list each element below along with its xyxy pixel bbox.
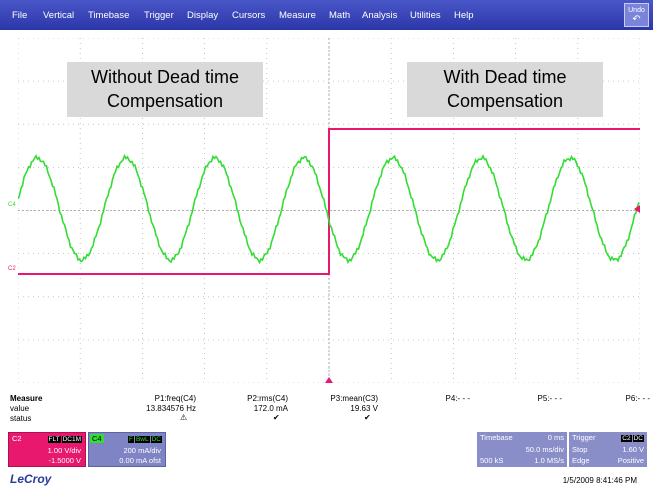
check-icon: ✔ (273, 413, 280, 422)
timebase-panel[interactable]: Timebase 0 ms 50.0 ms/div 500 kS 1.0 MS/… (477, 432, 567, 467)
trigger-level-marker (634, 205, 640, 213)
menu-bar: File Vertical Timebase Trigger Display C… (0, 0, 653, 30)
measure-table: Measure value status P1:freq(C4) 13.8345… (10, 394, 650, 430)
param-p1-value: 13.834576 Hz (146, 404, 196, 413)
trigger-tag-coupling: DC (632, 435, 644, 442)
undo-arrow-icon: ↶ (632, 14, 641, 25)
trigger-tag-source: C2 (621, 435, 632, 442)
param-p3-name[interactable]: P3:mean(C3) (330, 394, 378, 403)
menu-help[interactable]: Help (454, 10, 474, 21)
trigger-label: Trigger (572, 433, 596, 442)
datetime-stamp: 1/5/2009 8:41:46 PM (562, 476, 637, 485)
c4-offset: 0.00 mA ofst (119, 456, 161, 465)
menu-cursors[interactable]: Cursors (232, 10, 266, 21)
c2-vdiv: 1.00 V/div (47, 446, 81, 455)
c4-adiv: 200 mA/div (123, 446, 161, 455)
undo-button[interactable]: Undo ↶ (624, 3, 649, 27)
annotation-with-compensation: With Dead time Compensation (407, 62, 603, 117)
menu-trigger[interactable]: Trigger (144, 10, 174, 21)
trigger-type: Edge (572, 456, 590, 465)
timebase-delay: 0 ms (547, 433, 564, 442)
trigger-position-marker (325, 377, 333, 383)
param-p4-name[interactable]: P4:- - - (445, 394, 470, 403)
menu-timebase[interactable]: Timebase (88, 10, 130, 21)
trigger-level: 1.60 V (622, 445, 644, 454)
param-p1-name[interactable]: P1:freq(C4) (154, 394, 196, 403)
c2-badge-tags: FLT DC1M (47, 434, 82, 443)
measure-heading: Measure (10, 394, 43, 403)
timebase-label: Timebase (480, 433, 513, 442)
c2-tag-flt: FLT (47, 436, 61, 443)
menu-file[interactable]: File (12, 10, 28, 21)
c4-tag-f: F (127, 436, 134, 443)
c4-badge-tags: F BwL DC (127, 434, 162, 443)
c2-ground-marker[interactable]: C2 (8, 266, 16, 272)
trigger-mode: Stop (572, 445, 588, 454)
timebase-rate: 50.0 ms/div (525, 445, 564, 454)
c2-offset: -1.5000 V (48, 456, 81, 465)
measure-status-label: status (10, 414, 32, 423)
c4-tag-bwl: BwL (134, 436, 150, 443)
trigger-tags: C2 DC (621, 433, 644, 442)
c4-tag-dc: DC (150, 436, 162, 443)
menu-display[interactable]: Display (187, 10, 219, 21)
annotation-without-compensation: Without Dead time Compensation (67, 62, 263, 117)
param-p3-value: 19.63 V (350, 404, 378, 413)
timebase-samples: 500 kS (480, 456, 504, 465)
c2-badge-label: C2 (12, 434, 22, 443)
measure-value-label: value (10, 404, 30, 413)
c2-tag-coupling: DC1M (61, 436, 82, 443)
warning-icon: ⚠ (180, 413, 188, 422)
menu-measure[interactable]: Measure (279, 10, 316, 21)
timebase-sample-rate: 1.0 MS/s (534, 456, 564, 465)
c2-trace (18, 128, 640, 275)
param-p2-name[interactable]: P2:rms(C4) (247, 394, 288, 403)
param-p6-name[interactable]: P6:- - - (625, 394, 650, 403)
undo-label: Undo (628, 7, 645, 14)
param-p5-name[interactable]: P5:- - - (537, 394, 562, 403)
menu-vertical[interactable]: Vertical (43, 10, 75, 21)
c4-badge-label: C4 (90, 434, 104, 443)
check-icon: ✔ (364, 413, 371, 422)
menu-utilities[interactable]: Utilities (410, 10, 441, 21)
param-p2-value: 172.0 mA (253, 404, 288, 413)
graticule (18, 38, 640, 383)
c4-channel-badge[interactable]: C4 F BwL DC 200 mA/div 0.00 mA ofst (88, 432, 166, 467)
lecroy-logo: LeCroy (10, 472, 52, 486)
trigger-slope: Positive (617, 456, 644, 465)
trigger-panel[interactable]: Trigger C2 DC Stop 1.60 V Edge Positive (569, 432, 647, 467)
c4-trace (18, 153, 640, 265)
c2-channel-badge[interactable]: C2 FLT DC1M 1.00 V/div -1.5000 V (8, 432, 86, 467)
menu-analysis[interactable]: Analysis (362, 10, 398, 21)
c4-ground-marker[interactable]: C4 (8, 202, 16, 208)
menu-math[interactable]: Math (329, 10, 351, 21)
